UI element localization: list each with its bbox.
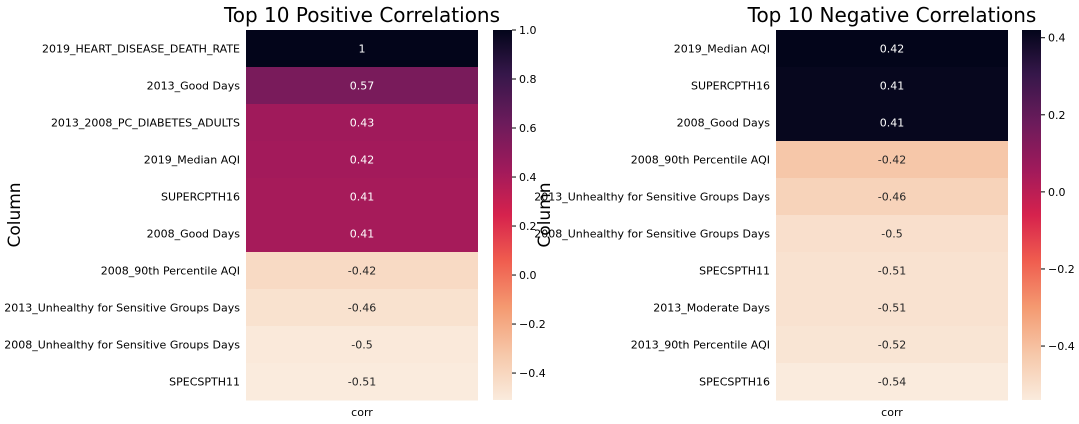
heatmap-cell: [246, 104, 478, 142]
row-label: 2013_Good Days: [147, 80, 241, 93]
cell-value-label: 0.41: [880, 80, 905, 93]
heatmap-cell: [776, 252, 1008, 290]
colorbar-tick-label: −0.2: [1048, 263, 1075, 276]
chart-title: Top 10 Negative Correlations: [747, 3, 1037, 27]
cell-value-label: 0.42: [350, 154, 375, 167]
colorbar-tick-label: 0.2: [519, 220, 537, 233]
colorbar-tick-label: −0.4: [519, 367, 546, 380]
heatmap-cell: [776, 141, 1008, 179]
cell-value-label: 0.43: [350, 117, 375, 130]
y-tick-labels: 2019_Median AQI SUPERCPTH16 2008_Good Days…: [534, 43, 770, 389]
cell-value-label: -0.42: [878, 154, 906, 167]
colorbar-ticks: 1.0 0.8 0.6 0.4 0.2 0.0 −0.2 −0.4: [512, 24, 546, 380]
colorbar-ticks: 0.4 0.2 0.0 −0.2 −0.4: [1041, 32, 1075, 353]
colorbar-tick-label: −0.4: [1048, 340, 1075, 353]
colorbar-tick-label: 0.4: [1048, 32, 1066, 45]
row-label: SPECSPTH11: [169, 376, 240, 389]
heatmap-cell: [246, 252, 478, 290]
colorbar-tick-label: 0.6: [519, 122, 537, 135]
colorbar-tick-label: 1.0: [519, 24, 537, 37]
cell-value-label: 0.41: [880, 117, 905, 130]
heatmap-cell: [776, 326, 1008, 364]
cell-value-label: -0.51: [878, 302, 906, 315]
cell-value-label: -0.46: [348, 302, 376, 315]
heatmap-cell-labels: 1 0.57 0.43 0.42 0.41 0.41 -0.42 -0.46 -0.5 -0.51: [348, 43, 376, 389]
row-label: SPECSPTH11: [699, 265, 770, 278]
row-label: 2008_90th Percentile AQI: [101, 265, 240, 278]
chart-positive-correlations: Top 10 Positive Correlations Column 1 0.5…: [4, 3, 546, 419]
x-tick-label: corr: [351, 406, 373, 419]
cell-value-label: -0.5: [351, 339, 372, 352]
cell-value-label: -0.54: [878, 376, 906, 389]
colorbar-tick-label: 0.0: [519, 269, 537, 282]
chart-negative-correlations: Top 10 Negative Correlations Column 0.42…: [534, 3, 1075, 419]
heatmap-cell: [776, 178, 1008, 216]
colorbar-tick-label: 0.0: [1048, 186, 1066, 199]
heatmap-cell: [776, 215, 1008, 253]
heatmap-cells: [776, 30, 1008, 401]
row-label: 2019_Median AQI: [674, 43, 770, 56]
heatmap-cell: [246, 141, 478, 179]
heatmap-cells: [246, 30, 478, 401]
y-tick-labels: 2019_HEART_DISEASE_DEATH_RATE 2013_Good D…: [4, 43, 240, 389]
cell-value-label: -0.5: [881, 228, 902, 241]
row-label: 2013_2008_PC_DIABETES_ADULTS: [51, 117, 240, 130]
cell-value-label: 0.41: [350, 228, 375, 241]
colorbar-tick-label: −0.2: [519, 318, 546, 331]
row-label: SUPERCPTH16: [161, 191, 240, 204]
heatmap-cell: [246, 215, 478, 253]
row-label: 2019_HEART_DISEASE_DEATH_RATE: [42, 43, 240, 56]
x-tick-label: corr: [881, 406, 903, 419]
row-label: 2008_Good Days: [677, 117, 771, 130]
heatmap-cell: [246, 178, 478, 216]
row-label: 2013_90th Percentile AQI: [631, 339, 770, 352]
cell-value-label: -0.51: [878, 265, 906, 278]
row-label: 2013_Unhealthy for Sensitive Groups Days: [534, 191, 770, 204]
row-label: SPECSPTH16: [699, 376, 770, 389]
row-label: 2008_Unhealthy for Sensitive Groups Days: [4, 339, 240, 352]
colorbar-tick-label: 0.2: [1048, 109, 1066, 122]
heatmap-cell: [246, 67, 478, 105]
heatmap-cell: [246, 326, 478, 364]
heatmap-cell: [246, 289, 478, 327]
colorbar-tick-label: 0.8: [519, 73, 537, 86]
heatmap-cell: [776, 289, 1008, 327]
chart-title: Top 10 Positive Correlations: [223, 3, 500, 27]
cell-value-label: -0.46: [878, 191, 906, 204]
heatmap-cell: [776, 363, 1008, 401]
cell-value-label: 1: [359, 43, 366, 56]
cell-value-label: -0.42: [348, 265, 376, 278]
heatmap-cell: [776, 104, 1008, 142]
colorbar-tick-label: 0.4: [519, 171, 537, 184]
heatmap-cell: [246, 30, 478, 68]
heatmap-cell: [776, 67, 1008, 105]
colorbar: [1022, 30, 1041, 400]
heatmap-cell-labels: 0.42 0.41 0.41 -0.42 -0.46 -0.5 -0.51 -0.51 -0.5…: [878, 43, 906, 389]
row-label: SUPERCPTH16: [691, 80, 770, 93]
row-label: 2008_Good Days: [147, 228, 241, 241]
row-label: 2019_Median AQI: [144, 154, 240, 167]
row-label: 2013_Moderate Days: [653, 302, 770, 315]
cell-value-label: -0.51: [348, 376, 376, 389]
row-label: 2008_90th Percentile AQI: [631, 154, 770, 167]
heatmap-cell: [776, 30, 1008, 68]
colorbar: [493, 30, 512, 400]
cell-value-label: 0.42: [880, 43, 905, 56]
row-label: 2013_Unhealthy for Sensitive Groups Days: [4, 302, 240, 315]
y-axis-label: Column: [5, 182, 25, 247]
cell-value-label: 0.57: [350, 80, 375, 93]
cell-value-label: 0.41: [350, 191, 375, 204]
heatmap-cell: [246, 363, 478, 401]
y-axis-label: Column: [535, 182, 555, 247]
cell-value-label: -0.52: [878, 339, 906, 352]
row-label: 2008_Unhealthy for Sensitive Groups Days: [534, 228, 770, 241]
